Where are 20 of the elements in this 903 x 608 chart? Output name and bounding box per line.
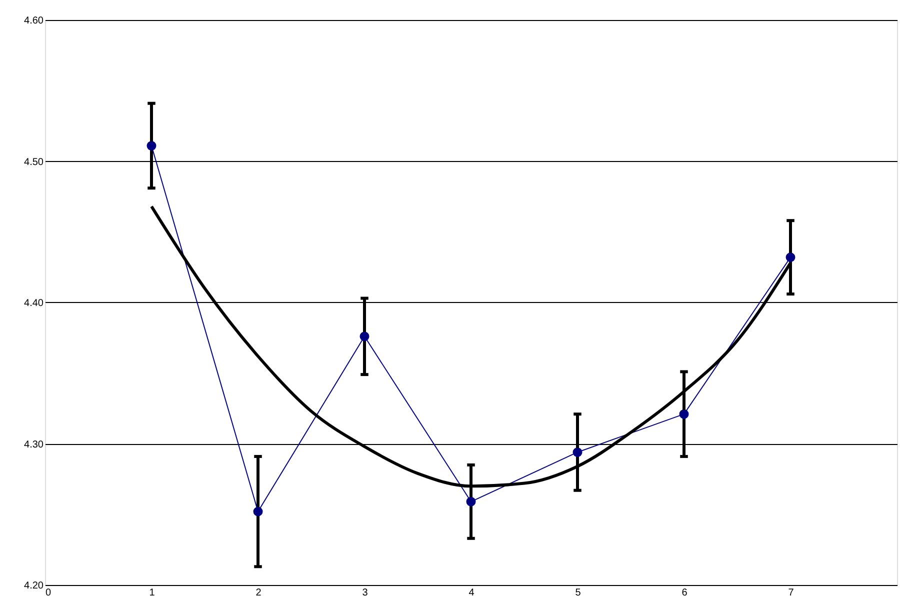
y-tick-label: 4.30 [24,439,44,450]
point [572,447,582,457]
x-tick-label: 5 [575,588,582,598]
point [679,409,689,419]
y-tick-label: 4.40 [24,298,44,309]
x-tick-label: 1 [149,588,156,598]
y-tick-label: 4.20 [24,580,44,592]
point [786,252,796,262]
y-tick-label: 4.50 [24,156,44,168]
x-tick-label: 3 [362,588,368,598]
x-tick-label: 4 [468,588,475,598]
y-tick-label: 4.60 [24,16,44,26]
x-tick-label: 0 [46,588,52,598]
x-tick-label: 7 [788,588,794,598]
point [360,332,370,342]
point [146,140,156,150]
x-tick-label: 6 [682,588,688,598]
point [466,496,476,506]
x-tick-label: 2 [256,588,262,598]
point [253,506,263,516]
